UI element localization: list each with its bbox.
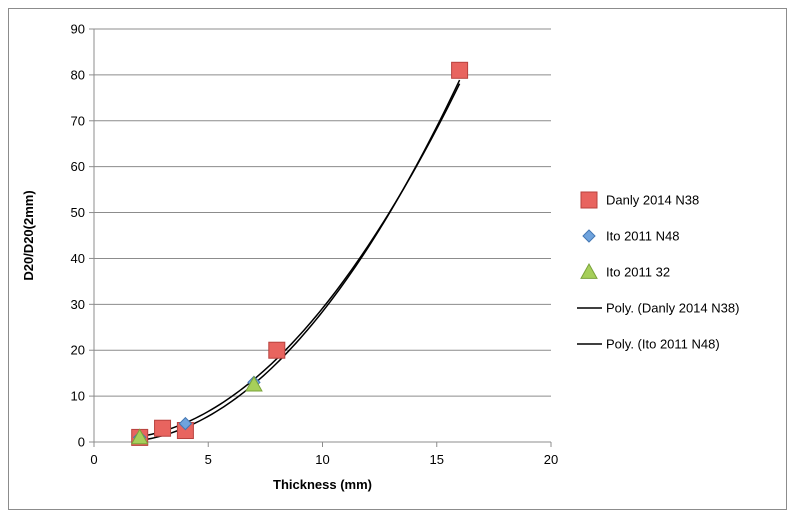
- grid-lines: [94, 28, 551, 397]
- data-points: [130, 61, 469, 446]
- y-tick-label: 10: [71, 389, 85, 404]
- y-axis-title: D20/D20(2mm): [21, 190, 36, 280]
- x-tick-label: 0: [90, 452, 97, 467]
- y-tick-label: 50: [71, 205, 85, 220]
- legend: Danly 2014 N38 Ito 2011 N48 Ito 2011 32 Pol…: [577, 191, 739, 352]
- trendline-path: [139, 83, 461, 438]
- y-tick-label: 0: [78, 435, 85, 450]
- y-tick-label: 80: [71, 67, 85, 82]
- data-point-diamond: [178, 416, 193, 431]
- chart-svg: 0 10 20 30 40 50 60 70 80 90 0 5 10 15 20 Thickness (m…: [21, 22, 739, 493]
- y-tick-label: 20: [71, 343, 85, 358]
- legend-label: Ito 2011 N48: [606, 229, 679, 244]
- legend-marker-diamond: [582, 229, 596, 243]
- data-point-square: [451, 61, 469, 79]
- x-tick-label: 5: [205, 452, 212, 467]
- legend-label: Poly. (Danly 2014 N38): [606, 301, 739, 316]
- x-tick-label: 20: [544, 452, 558, 467]
- data-point-square: [154, 419, 172, 437]
- trendlines: [139, 79, 461, 442]
- legend-label: Danly 2014 N38: [606, 193, 699, 208]
- legend-label: Ito 2011 32: [606, 265, 670, 280]
- y-tick-label: 60: [71, 159, 85, 174]
- y-tick-label: 30: [71, 297, 85, 312]
- y-tick-label: 40: [71, 251, 85, 266]
- legend-marker-square: [580, 191, 598, 209]
- legend-marker-triangle: [580, 262, 598, 279]
- data-point-square: [268, 341, 286, 359]
- y-tick-label: 90: [71, 22, 85, 37]
- data-point-triangle: [130, 428, 149, 445]
- x-axis-title: Thickness (mm): [273, 477, 372, 492]
- x-tick-label: 10: [315, 452, 329, 467]
- trendline-path: [139, 79, 461, 442]
- legend-label: Poly. (Ito 2011 N48): [606, 337, 720, 352]
- x-tick-label: 15: [430, 452, 444, 467]
- axes: 0 10 20 30 40 50 60 70 80 90 0 5 10 15 20: [71, 22, 559, 468]
- y-tick-label: 70: [71, 113, 85, 128]
- chart-frame: 0 10 20 30 40 50 60 70 80 90 0 5 10 15 20 Thickness (m…: [8, 8, 787, 510]
- data-point-triangle: [245, 375, 263, 392]
